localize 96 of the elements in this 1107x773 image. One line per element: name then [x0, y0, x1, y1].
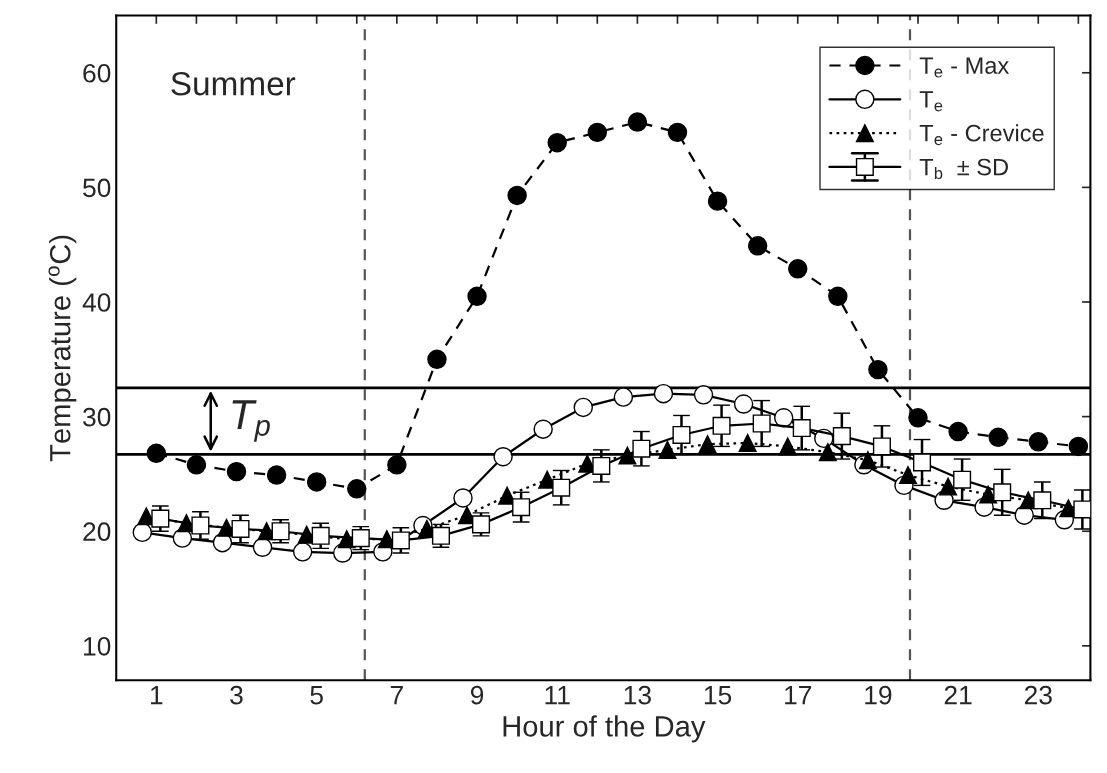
point — [908, 408, 928, 428]
x-tick-label: 7 — [390, 686, 403, 705]
point — [672, 425, 691, 444]
x-tick-label: 23 — [1024, 685, 1052, 705]
legend-label: T$_{b}$ ± SD — [919, 158, 1008, 180]
point — [733, 394, 754, 414]
legend-label: T$_{e}$ — [919, 91, 943, 112]
point — [778, 437, 797, 456]
annotation: Summer — [171, 71, 296, 96]
point — [191, 516, 210, 535]
point — [747, 236, 768, 256]
point — [1068, 436, 1089, 457]
point — [252, 537, 273, 558]
point — [472, 515, 491, 534]
point — [939, 477, 958, 496]
point — [271, 522, 290, 541]
x-tick-label: 17 — [785, 686, 812, 705]
point — [738, 433, 757, 453]
point — [592, 456, 611, 475]
point — [292, 542, 313, 562]
point — [427, 349, 447, 370]
point — [898, 466, 918, 485]
x-tick-label: 13 — [624, 685, 651, 705]
point — [832, 427, 851, 446]
point — [948, 421, 968, 442]
x-tick-label: 9 — [470, 685, 484, 705]
point — [512, 498, 531, 517]
point — [552, 478, 571, 497]
point — [653, 383, 674, 404]
point — [132, 522, 153, 543]
point — [773, 408, 794, 428]
y-tick-label: 30 — [83, 407, 111, 427]
point — [627, 112, 648, 132]
legend-label: T$_{e}$ - Max — [919, 57, 1009, 78]
point — [828, 286, 848, 306]
point — [146, 443, 167, 464]
x-tick-label: 19 — [865, 685, 892, 705]
point — [993, 483, 1012, 502]
point — [311, 526, 330, 545]
point — [912, 453, 932, 472]
x-tick-label: 1 — [151, 686, 163, 705]
point — [347, 479, 367, 499]
point — [266, 465, 287, 485]
point — [186, 455, 207, 475]
point — [872, 437, 891, 456]
point — [707, 191, 728, 211]
x-axis-title: Hour of the Day — [503, 715, 706, 743]
y-tick-label: 40 — [82, 293, 111, 312]
point — [667, 122, 688, 143]
ref-line-label: T$_{p}$ — [232, 400, 270, 442]
y-tick-label: 20 — [83, 522, 111, 542]
point — [387, 455, 407, 475]
point — [613, 387, 634, 407]
x-tick-label: 11 — [545, 686, 570, 705]
point — [868, 359, 888, 380]
point — [988, 427, 1008, 447]
point — [573, 397, 593, 418]
point — [467, 286, 487, 306]
y-tick-label: 50 — [83, 178, 111, 198]
point — [226, 461, 247, 482]
point — [453, 488, 473, 508]
point — [547, 132, 567, 153]
point — [533, 419, 553, 439]
point — [1028, 432, 1049, 452]
x-tick-label: 15 — [704, 686, 732, 705]
point — [1033, 491, 1052, 510]
x-tick-label: 21 — [944, 685, 972, 705]
point — [587, 122, 608, 143]
x-tick-label: 3 — [230, 685, 243, 705]
point — [698, 435, 717, 454]
y-tick-label: 10 — [84, 636, 111, 656]
point — [979, 485, 998, 504]
legend-label: T$_{e}$ - Crevice — [919, 124, 1044, 146]
y-axis-title: Temperature ($^{o}$C) — [48, 235, 77, 462]
point — [1073, 500, 1091, 519]
point — [792, 419, 811, 438]
point — [818, 443, 837, 462]
point — [151, 509, 170, 528]
point — [231, 519, 250, 538]
point — [712, 416, 731, 435]
point — [953, 470, 972, 489]
point — [507, 185, 527, 206]
y-tick-label: 60 — [83, 63, 111, 83]
point — [858, 451, 877, 470]
point — [493, 447, 513, 467]
x-tick-label: 5 — [310, 686, 323, 705]
point — [618, 446, 637, 465]
point — [431, 526, 450, 545]
point — [693, 385, 714, 405]
point — [391, 531, 410, 550]
point — [788, 259, 808, 279]
point — [752, 414, 771, 433]
point — [632, 439, 651, 458]
point — [351, 529, 370, 548]
point — [306, 472, 327, 492]
point — [658, 440, 677, 459]
